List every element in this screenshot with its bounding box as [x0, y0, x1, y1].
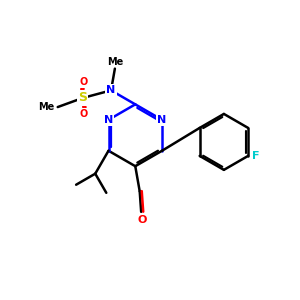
Text: Me: Me — [107, 57, 123, 67]
Text: S: S — [78, 92, 87, 104]
Text: N: N — [158, 115, 167, 125]
Text: O: O — [80, 77, 88, 87]
Text: N: N — [106, 85, 116, 95]
Text: F: F — [252, 151, 259, 161]
Text: N: N — [104, 115, 113, 125]
Text: O: O — [138, 215, 147, 225]
Text: Me: Me — [38, 102, 55, 112]
Text: O: O — [80, 109, 88, 119]
